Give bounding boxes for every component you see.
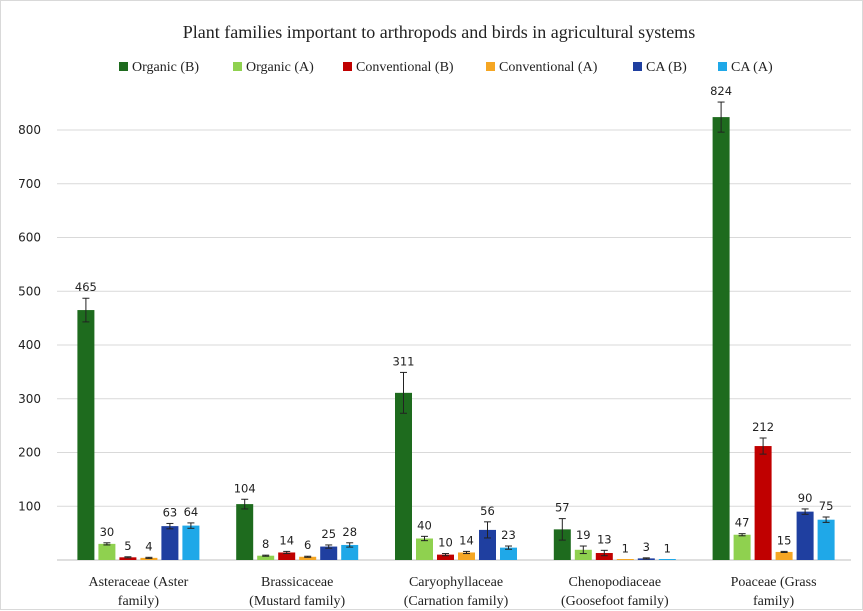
y-tick-label: 700 [18, 177, 41, 191]
data-label: 25 [321, 527, 336, 541]
y-tick-label: 800 [18, 123, 41, 137]
x-axis: Asteraceae (Aster family) Brassicaceae (Mus… [88, 575, 816, 609]
data-label: 1 [622, 541, 629, 555]
y-tick-label: 600 [18, 231, 41, 245]
legend-swatch [486, 62, 495, 71]
data-label: 28 [342, 525, 357, 539]
data-label: 8 [262, 537, 269, 551]
bar [182, 525, 200, 560]
y-axis: 100 200 300 400 500 600 700 800 [18, 123, 41, 513]
bar [257, 555, 275, 560]
category-label: (Goosefoot family) [561, 594, 669, 609]
data-label: 23 [501, 528, 516, 542]
bar [161, 526, 179, 560]
bar [817, 519, 835, 560]
data-label: 5 [124, 539, 131, 553]
data-label: 212 [752, 420, 774, 434]
y-tick-label: 500 [18, 284, 41, 298]
data-label: 4 [145, 539, 152, 553]
bar [500, 547, 517, 560]
bar [479, 529, 496, 560]
bar [712, 117, 730, 560]
data-label: 15 [777, 533, 792, 547]
category-label: Caryophyllaceae [409, 575, 503, 590]
legend-label: Conventional (B) [356, 60, 454, 75]
data-label: 47 [735, 516, 750, 530]
legend-swatch [119, 62, 128, 71]
category-label: family) [118, 594, 160, 609]
y-tick-label: 300 [18, 392, 41, 406]
legend-swatch [718, 62, 727, 71]
y-tick-label: 400 [18, 338, 41, 352]
bar [299, 556, 317, 560]
bar [320, 546, 338, 560]
bar [553, 529, 571, 560]
data-label: 311 [393, 354, 415, 368]
bar [437, 554, 454, 560]
data-label: 75 [819, 499, 834, 513]
data-label: 64 [184, 505, 199, 519]
bar [278, 552, 296, 560]
bar [140, 557, 158, 560]
data-label: 30 [100, 525, 115, 539]
category-label: Chenopodiaceae [569, 575, 662, 590]
legend-swatch [633, 62, 642, 71]
data-label: 1 [664, 541, 671, 555]
bar [574, 549, 592, 560]
legend-label: Organic (A) [246, 60, 314, 75]
data-label: 465 [75, 280, 97, 294]
category-label: Brassicaceae [261, 575, 333, 590]
y-tick-label: 100 [18, 499, 41, 513]
bar [754, 446, 772, 560]
data-label: 19 [576, 528, 591, 542]
bar [658, 559, 676, 560]
bar [98, 543, 116, 560]
data-label: 56 [480, 504, 495, 518]
bar [796, 511, 814, 560]
data-label: 14 [279, 533, 294, 547]
bar [77, 310, 95, 560]
legend-swatch [343, 62, 352, 71]
data-label: 90 [798, 491, 813, 505]
data-label: 14 [459, 533, 474, 547]
bar [733, 534, 751, 560]
legend-label: CA (A) [731, 60, 773, 75]
bar [395, 392, 412, 560]
category-label: (Carnation family) [404, 594, 509, 609]
data-label: 40 [417, 518, 432, 532]
bar [119, 557, 137, 560]
bar [458, 552, 475, 560]
bar [595, 553, 613, 560]
bar [416, 538, 433, 560]
legend-swatch [233, 62, 242, 71]
legend-label: Organic (B) [132, 60, 199, 75]
category-label: Asteraceae (Aster [88, 575, 188, 590]
data-label: 104 [234, 481, 256, 495]
data-label: 3 [643, 540, 650, 554]
legend-label: CA (B) [646, 60, 687, 75]
data-label: 13 [597, 532, 612, 546]
bar [236, 504, 254, 560]
data-label: 6 [304, 538, 311, 552]
y-tick-label: 200 [18, 446, 41, 460]
category-label: Poaceae (Grass [731, 575, 817, 590]
bar [775, 551, 793, 560]
data-label: 63 [163, 505, 178, 519]
category-label: (Mustard family) [249, 594, 345, 609]
gridlines [57, 129, 851, 561]
data-label: 57 [555, 501, 570, 515]
chart-title: Plant families important to arthropods a… [183, 22, 695, 42]
legend: Organic (B) Organic (A) Conventional (B) Co… [119, 60, 773, 75]
bar [341, 544, 359, 560]
category-label: family) [753, 594, 795, 609]
legend-label: Conventional (A) [499, 60, 598, 75]
bar [616, 559, 634, 560]
data-label: 824 [710, 84, 732, 98]
data-label: 10 [438, 536, 453, 550]
